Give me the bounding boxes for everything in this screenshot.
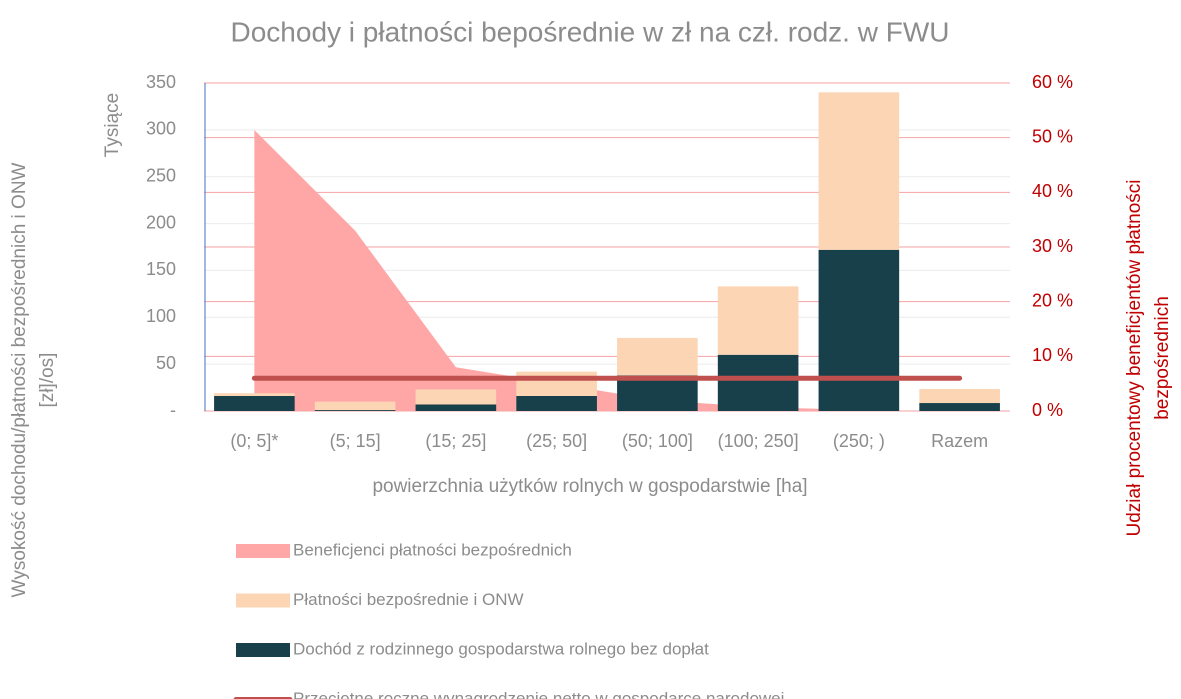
x-tick-label: (100; 250]: [718, 431, 799, 451]
y-tick-label: 200: [146, 212, 176, 232]
legend-swatch: [236, 593, 290, 608]
y2-tick-label: 0 %: [1032, 400, 1063, 420]
bar: [516, 396, 597, 411]
y-axis-title: [zł]/os]: [37, 353, 58, 408]
bar: [214, 393, 295, 397]
legend-label: Płatności bezpośrednie i ONW: [293, 590, 524, 609]
y-tick-label: 50: [156, 353, 176, 373]
legend-label: Przeciętne roczne wynagrodzenie netto w …: [293, 689, 784, 699]
bar: [717, 286, 799, 355]
bar: [919, 403, 1000, 411]
legend-label: Beneficjenci płatności bezpośrednich: [293, 540, 572, 559]
x-axis-title: powierzchnia użytków rolnych w gospodars…: [372, 476, 807, 497]
chart-title: Dochody i płatności bepośrednie w zł na …: [231, 16, 950, 47]
y2-axis-title: bezpośrednich: [1152, 296, 1173, 420]
x-tick-label: (5; 15]: [330, 431, 381, 451]
y-axis-unit: Tysiące: [102, 93, 123, 157]
bar: [617, 375, 698, 411]
x-tick-label: (15; 25]: [425, 431, 486, 451]
y-tick-label: 150: [146, 259, 176, 279]
y2-tick-label: 20 %: [1032, 290, 1073, 310]
y-tick-label: 350: [146, 72, 176, 92]
y2-tick-label: 50 %: [1032, 126, 1073, 146]
y-tick-label: 100: [146, 306, 176, 326]
legend-swatch: [236, 544, 290, 558]
y2-tick-label: 40 %: [1032, 181, 1073, 201]
y-tick-label: 250: [146, 165, 176, 185]
x-tick-label: Razem: [931, 431, 988, 451]
y2-tick-label: 30 %: [1032, 236, 1073, 256]
x-tick-label: (250; ): [833, 431, 885, 451]
x-tick-label: (25; 50]: [526, 431, 587, 451]
bar: [415, 404, 497, 411]
bar: [214, 396, 295, 411]
y-tick-label: 300: [146, 119, 176, 139]
y2-tick-label: 10 %: [1032, 345, 1073, 365]
legend-swatch: [236, 643, 290, 657]
bar: [818, 92, 900, 250]
bar: [919, 388, 1000, 404]
y2-tick-label: 60 %: [1032, 72, 1073, 92]
bar: [415, 389, 497, 405]
bar: [717, 354, 799, 411]
x-tick-label: (50; 100]: [622, 431, 693, 451]
bar: [617, 337, 698, 376]
bar: [818, 249, 900, 411]
x-tick-label: (0; 5]*: [230, 431, 278, 451]
y-tick-label: -: [170, 400, 176, 420]
bar: [516, 371, 597, 397]
y2-axis-title: Udział procentowy beneficjentów płatnośc…: [1124, 180, 1145, 537]
y-axis-title: Wysokość dochodu/płatności bezpośrednich…: [9, 162, 30, 597]
bar: [314, 410, 396, 411]
legend-label: Dochód z rodzinnego gospodarstwa rolnego…: [293, 639, 709, 658]
area: [254, 130, 859, 411]
bar: [314, 401, 396, 411]
